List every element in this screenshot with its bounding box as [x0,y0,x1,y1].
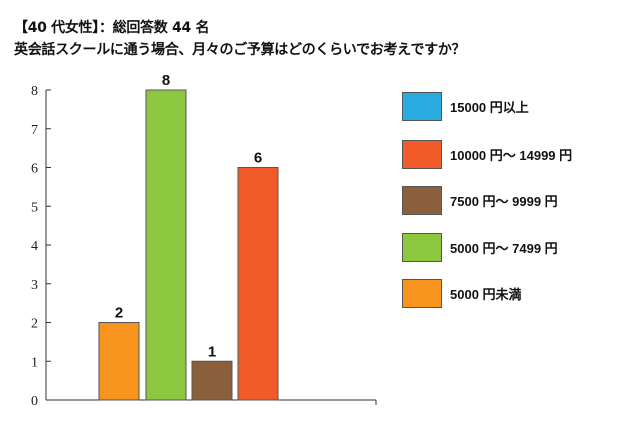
legend-label: 7500 円〜 9999 円 [450,193,558,209]
y-tick-label: 7 [31,123,38,138]
legend-swatch [402,278,442,308]
chart-title: 【40 代女性】：総回答数 44 名 [14,20,210,36]
legend-item: 15000 円以上 [402,91,529,121]
y-tick-label: 0 [31,394,38,409]
y-tick-label: 2 [31,317,38,332]
y-tick-label: 1 [31,355,38,370]
legend-label: 5000 円〜 7499 円 [450,240,558,256]
y-tick-label: 3 [31,278,38,293]
bar [98,322,140,401]
data-label: 1 [208,343,216,360]
legend-swatch [402,185,442,215]
legend-item: 10000 円〜 14999 円 [402,139,572,169]
y-tick-label: 4 [31,239,38,254]
bar [191,360,233,401]
data-label: 8 [162,72,170,89]
legend-swatch [402,91,442,121]
legend-label: 15000 円以上 [450,99,529,115]
legend-label: 10000 円〜 14999 円 [450,147,573,163]
legend-item: 5000 円未満 [402,278,522,308]
chart-question: 英会話スクールに通う場合、月々のご予算はどのくらいでお考えですか？ [14,42,466,58]
legend-item: 7500 円〜 9999 円 [402,185,558,215]
bar [237,167,279,401]
data-label: 2 [115,305,123,322]
legend-label: 5000 円未満 [450,286,522,302]
legend-swatch [402,232,442,262]
legend-swatch [402,139,442,169]
y-tick-label: 6 [31,162,38,177]
data-label: 6 [254,150,262,167]
y-tick-label: 5 [31,200,38,215]
legend-item: 5000 円〜 7499 円 [402,232,558,262]
y-tick-label: 8 [31,84,38,99]
bar [145,89,187,401]
